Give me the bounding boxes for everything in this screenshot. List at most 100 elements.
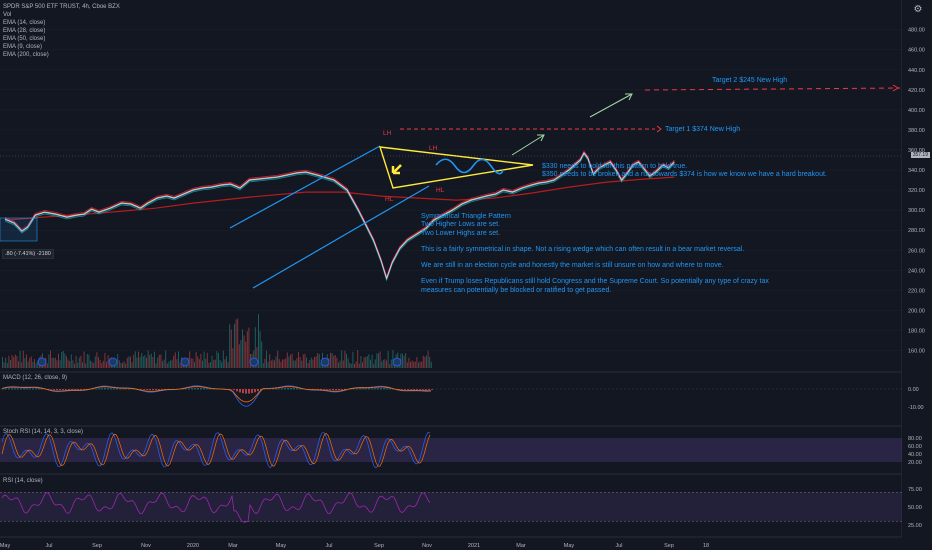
legend-ema200[interactable]: EMA (200, close) xyxy=(3,52,49,58)
volume-bar xyxy=(374,359,376,368)
volume-bar xyxy=(339,360,341,368)
volume-bar xyxy=(366,356,368,368)
volume-bar xyxy=(136,357,138,368)
volume-bar xyxy=(78,357,80,368)
price-tick-label: 340.00 xyxy=(908,168,925,174)
volume-bar xyxy=(179,362,181,368)
legend-ema50[interactable]: EMA (50, close) xyxy=(3,36,46,42)
volume-bar xyxy=(269,354,271,368)
time-tick-label: 2020 xyxy=(187,543,199,549)
price-tick-label: 460.00 xyxy=(908,48,925,54)
volume-bar xyxy=(278,359,280,368)
analysis-line: Symmetrical Triangle Pattern xyxy=(421,213,511,220)
macd-histogram-bar xyxy=(41,388,43,390)
price-change-tag: .80 (-7.41%) -2180 xyxy=(2,249,54,259)
macd-histogram-bar xyxy=(197,388,199,390)
volume-bar xyxy=(267,361,269,368)
volume-bar xyxy=(74,363,75,368)
gear-icon[interactable]: ⚙ xyxy=(913,4,923,15)
legend-vol[interactable]: Vol xyxy=(3,12,12,18)
volume-bar xyxy=(88,354,90,368)
macd-histogram-bar xyxy=(20,388,22,390)
volume-bar xyxy=(157,357,159,368)
volume-bar xyxy=(51,357,53,368)
macd-histogram-bar xyxy=(314,389,316,390)
stoch-tick-label: 20.00 xyxy=(908,460,922,466)
legend-ema14[interactable]: EMA (14, close) xyxy=(3,20,46,26)
volume-bar xyxy=(378,353,379,368)
legend-ema9[interactable]: EMA (9, close) xyxy=(3,44,43,50)
macd-histogram-bar xyxy=(377,388,379,390)
stoch-label[interactable]: Stoch RSI (14, 14, 3, 3, close) xyxy=(3,429,84,435)
volume-bar xyxy=(99,360,101,368)
volume-bar xyxy=(403,355,405,368)
time-tick-label: 18 xyxy=(703,543,709,549)
range-box xyxy=(0,217,38,242)
volume-bar xyxy=(261,341,263,368)
macd-histogram-bar xyxy=(194,388,196,390)
rsi-label[interactable]: RSI (14, close) xyxy=(3,478,43,484)
macd-histogram-bar xyxy=(128,388,130,390)
volume-bar xyxy=(421,361,423,368)
macd-histogram-bar xyxy=(293,388,295,390)
macd-histogram-bar xyxy=(53,389,55,390)
volume-bar xyxy=(386,360,387,368)
macd-histogram-bar xyxy=(71,389,73,390)
macd-histogram-bar xyxy=(428,389,430,390)
volume-bar xyxy=(357,350,359,368)
volume-bar xyxy=(389,363,391,368)
time-tick-label: May xyxy=(564,543,575,549)
volume-bar xyxy=(274,360,275,368)
volume-bar xyxy=(200,353,202,368)
volume-bar xyxy=(302,354,304,368)
volume-bar xyxy=(414,361,416,368)
volume-bar xyxy=(198,359,200,368)
ema200-line xyxy=(4,176,675,221)
volume-bar xyxy=(83,351,85,368)
volume-bar xyxy=(277,350,279,368)
volume-bar xyxy=(72,360,74,368)
volume-bar xyxy=(93,362,95,368)
macd-histogram-bar xyxy=(158,389,160,390)
volume-bar xyxy=(58,353,59,368)
volume-bar xyxy=(262,363,264,368)
macd-histogram-bar xyxy=(110,388,112,390)
volume-bar xyxy=(370,359,371,368)
volume-bar xyxy=(333,355,335,368)
volume-bar xyxy=(133,354,135,368)
time-tick-label: 2021 xyxy=(468,543,480,549)
macd-histogram-bar xyxy=(56,389,58,390)
volume-bar xyxy=(117,353,119,368)
symbol-title[interactable]: SPDR S&P 500 ETF TRUST, 4h, Cboe BZX xyxy=(3,4,120,10)
macd-label[interactable]: MACD (12, 26, close, 9) xyxy=(3,375,68,381)
macd-histogram-bar xyxy=(239,389,241,393)
volume-bar xyxy=(355,361,357,368)
volume-bar xyxy=(390,359,392,368)
macd-histogram-bar xyxy=(329,389,331,390)
stoch-d-line xyxy=(1,432,431,467)
time-tick-label: Jul xyxy=(325,543,332,549)
volume-bar xyxy=(382,359,384,368)
volume-bar xyxy=(174,352,176,368)
volume-bar xyxy=(96,352,98,368)
macd-histogram-bar xyxy=(209,388,211,390)
macd-histogram-bar xyxy=(371,388,373,390)
macd-histogram-bar xyxy=(122,388,124,390)
volume-bar xyxy=(405,352,407,368)
volume-bar xyxy=(259,331,261,368)
volume-bar xyxy=(365,357,367,368)
volume-bar xyxy=(176,359,178,368)
volume-bar xyxy=(331,352,333,368)
volume-bar xyxy=(272,359,274,368)
volume-bar xyxy=(24,358,26,368)
volume-bar xyxy=(13,357,15,368)
legend-ema28[interactable]: EMA (28, close) xyxy=(3,28,46,34)
volume-bar xyxy=(61,351,63,368)
volume-bar xyxy=(37,360,39,368)
volume-bar xyxy=(320,362,322,368)
macd-histogram-bar xyxy=(206,388,208,390)
macd-histogram-bar xyxy=(287,388,289,390)
price-tick-label: 380.00 xyxy=(908,128,925,134)
volume-bar xyxy=(363,357,365,368)
